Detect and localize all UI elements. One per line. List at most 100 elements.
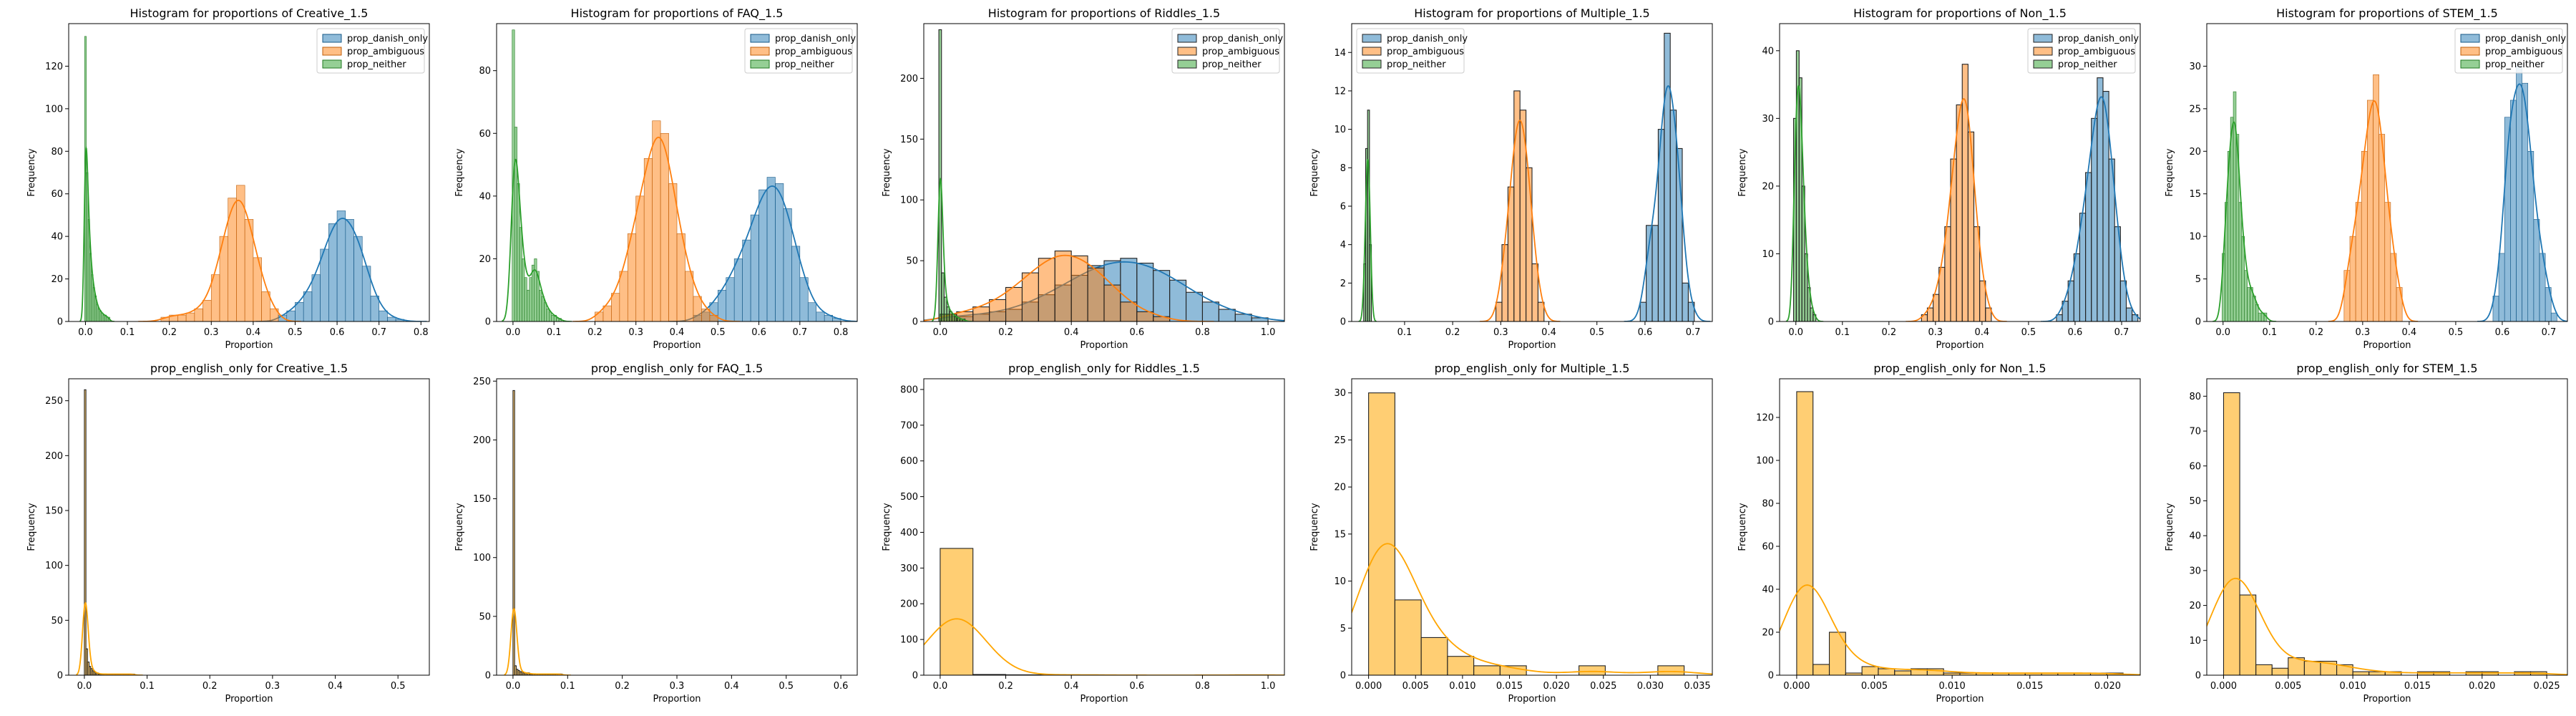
x-axis-label: Proportion [1936, 694, 1984, 705]
legend-label: prop_ambiguous [1202, 47, 1279, 57]
chart-title: Histogram for proportions of Riddles_1.5 [988, 6, 1220, 21]
series-prop_english_only [504, 390, 571, 675]
y-tick-label: 700 [900, 420, 918, 431]
bar [517, 183, 520, 321]
bar [2271, 667, 2289, 675]
bar [1664, 32, 1671, 321]
chart-panel-8: 0.0 0.1 0.2 0.3 0.4 0.5 0.6 0 50 100 150 200 250 prop… [454, 362, 858, 705]
bar [2097, 77, 2104, 321]
bar [1021, 272, 1039, 321]
kde-line [1785, 85, 1824, 321]
y-tick-label: 80 [1762, 499, 1774, 510]
bar [1894, 670, 1912, 675]
bar [320, 248, 329, 321]
y-tick-label: 25 [2189, 104, 2201, 115]
kde-line [255, 218, 427, 321]
y-axis-label: Frequency [882, 503, 892, 551]
x-tick-label: 0.3 [1493, 327, 1508, 338]
legend-swatch [322, 59, 342, 69]
series-prop_ambiguous [572, 120, 741, 321]
legend-swatch [750, 59, 770, 69]
bar [1657, 665, 1685, 675]
y-tick-label: 5 [2195, 274, 2201, 285]
x-tick-label: 0.6 [330, 327, 345, 338]
bar [676, 233, 686, 321]
y-tick-label: 120 [1756, 413, 1774, 424]
x-tick-label: 0.5 [288, 327, 303, 338]
y-tick-label: 20 [479, 254, 491, 265]
bar [1639, 301, 1647, 321]
chart-title: Histogram for proportions of STEM_1.5 [2276, 6, 2498, 21]
bar [549, 311, 552, 321]
bar [531, 264, 535, 321]
bar [370, 296, 379, 321]
y-tick-label: 250 [473, 377, 491, 387]
y-tick-label: 20 [51, 274, 63, 285]
chart-title: Histogram for proportions of FAQ_1.5 [571, 6, 784, 21]
bar [726, 277, 735, 321]
bar [1961, 64, 1968, 321]
bar [2230, 117, 2234, 321]
chart-panel-1: 0.0 0.1 0.2 0.3 0.4 0.5 0.6 0.7 0.8 0 20 40 60 80 100 1… [26, 6, 430, 351]
series-prop_english_only [76, 389, 143, 675]
x-tick-label: 0.4 [724, 681, 739, 692]
y-tick-label: 30 [1762, 114, 1774, 125]
x-tick-label: 0.8 [1195, 681, 1210, 692]
x-tick-label: 0.5 [1589, 327, 1604, 338]
x-tick-label: 0.2 [615, 681, 630, 692]
x-tick-label: 0.2 [1445, 327, 1460, 338]
y-tick-label: 40 [51, 232, 63, 243]
x-tick-label: 0.6 [2495, 327, 2510, 338]
bar [1926, 668, 1944, 675]
x-tick-label: 0.0 [933, 327, 948, 338]
bar [1579, 665, 1606, 675]
bar [652, 120, 661, 321]
series-prop_neither [1358, 110, 1377, 321]
kde-line [931, 178, 972, 321]
series-prop_danish_only [255, 211, 427, 321]
x-tick-label: 0.010 [1939, 681, 1966, 692]
legend-label: prop_ambiguous [2485, 47, 2562, 57]
legend-swatch [1362, 34, 1382, 43]
x-tick-label: 0.4 [1975, 327, 1990, 338]
legend-label: prop_ambiguous [775, 47, 852, 57]
y-tick-label: 0 [1768, 671, 1774, 682]
x-tick-label: 0.8 [414, 327, 429, 338]
x-tick-label: 0.7 [371, 327, 386, 338]
chart-title: prop_english_only for STEM_1.5 [2296, 362, 2477, 376]
bar [693, 296, 702, 321]
kde-line [138, 199, 301, 321]
chart-panel-9: 0.0 0.2 0.4 0.6 0.8 1.0 0 100 200 300 400 500 600 700… [882, 362, 1285, 705]
x-tick-label: 0.4 [670, 327, 685, 338]
bar [2125, 307, 2133, 321]
bar [2343, 270, 2351, 321]
x-axis-label: Proportion [1080, 340, 1128, 351]
series-prop_ambiguous [138, 185, 301, 321]
bar [2361, 150, 2368, 321]
x-tick-label: 0.020 [2094, 681, 2121, 692]
legend-label: prop_danish_only [2485, 34, 2566, 44]
legend-swatch [1362, 59, 1382, 69]
y-tick-label: 100 [45, 104, 63, 115]
x-tick-label: 0.6 [1129, 327, 1144, 338]
x-tick-label: 0.005 [2275, 681, 2301, 692]
y-tick-label: 600 [900, 456, 918, 467]
chart-title: Histogram for proportions of Multiple_1.… [1414, 6, 1649, 21]
bar [1120, 301, 1138, 321]
chart-panel-10: 0.000 0.005 0.010 0.015 0.020 0.025 0.030 0.035… [1309, 362, 1713, 705]
chart-title: prop_english_only for Multiple_1.5 [1435, 362, 1630, 376]
x-tick-label: 0.000 [1355, 681, 1382, 692]
y-axis-label: Frequency [454, 503, 465, 551]
chart-panel-7: 0.0 0.1 0.2 0.3 0.4 0.5 0 50 100 150 200 250 prop_en… [26, 362, 430, 705]
y-tick-label: 30 [2189, 62, 2201, 72]
y-tick-label: 0 [1768, 317, 1774, 328]
bar [2550, 312, 2557, 321]
x-axis-label: Proportion [225, 340, 273, 351]
y-tick-label: 0 [485, 317, 491, 328]
x-tick-label: 0.1 [1397, 327, 1413, 338]
y-tick-label: 60 [51, 189, 63, 200]
legend-label: prop_neither [1387, 59, 1446, 70]
legend-label: prop_danish_only [2058, 34, 2139, 44]
x-tick-label: 0.0 [506, 327, 521, 338]
x-tick-label: 0.0 [933, 681, 948, 692]
